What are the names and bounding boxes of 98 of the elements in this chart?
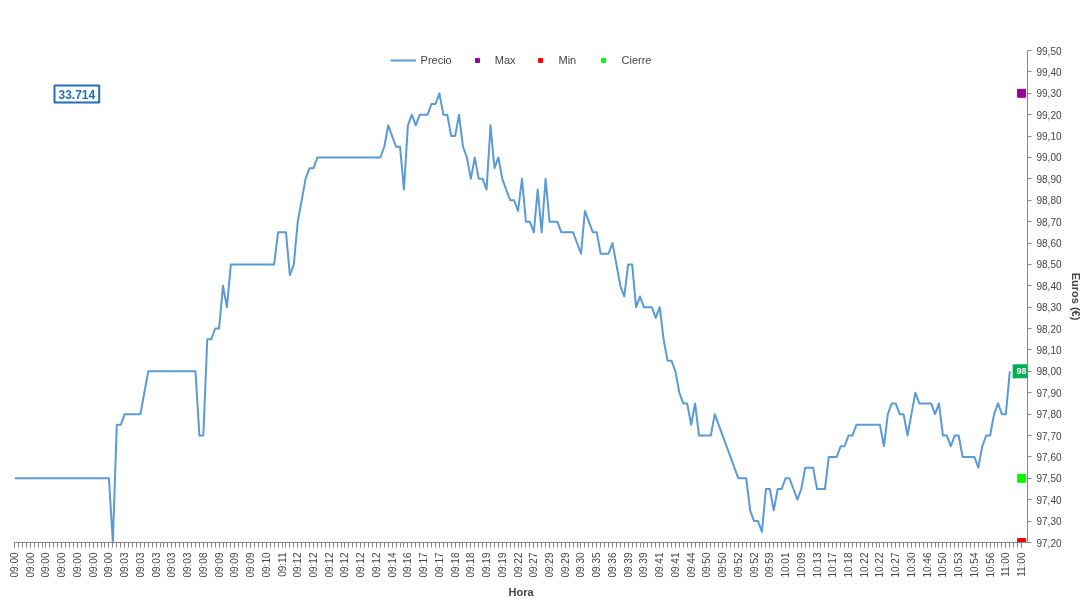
x-tick-label: 10:50 [937,552,949,578]
x-tick-label: 09:44 [685,552,697,578]
x-tick-label: 09:18 [465,552,477,578]
line-series [14,92,1011,543]
annotation: 33.714 [58,87,96,102]
y-tick-label: 97,90 [1036,387,1062,399]
y-tick-label: 99,00 [1036,152,1062,164]
y-tick-label: 98,20 [1036,323,1062,335]
y-tick-label: 98,90 [1036,173,1062,185]
x-tick-label: 09:00 [56,552,68,578]
x-tick-label: 09:14 [386,552,398,578]
y-tick-label: 98,00 [1036,366,1062,378]
y-tick-label: 97,30 [1036,516,1062,528]
x-tick-label: 09:00 [71,552,83,578]
x-tick-label: 09:39 [638,552,650,578]
x-tick-label: 09:00 [24,552,36,578]
x-tick-label: 09:52 [748,552,760,578]
x-tick-label: 10:54 [968,552,980,578]
x-tick-label: 09:03 [166,552,178,578]
x-tick-label: 09:50 [717,552,729,578]
x-tick-label: 11:00 [1000,552,1012,577]
x-tick-label: 10:09 [795,552,807,578]
x-tick-label: 09:17 [433,552,445,578]
x-tick-label: 10:30 [905,552,917,578]
x-tick-label: 09:35 [591,552,603,578]
x-tick-label: 09:30 [575,552,587,578]
x-tick-label: 10:27 [890,552,902,578]
x-tick-label: 09:19 [496,552,508,578]
x-tick-label: 09:00 [40,552,52,578]
x-tick-label: 09:03 [182,552,194,578]
x-tick-label: 09:00 [9,552,20,578]
x-tick-label: 10:22 [874,552,886,578]
x-tick-label: 09:19 [481,552,493,578]
x-tick-label: 10:46 [921,552,933,578]
x-tick-label: 10:56 [984,552,996,578]
x-tick-label: 10:22 [858,552,870,578]
x-tick-label: 09:29 [559,552,571,578]
x-tick-label: 09:52 [732,552,744,578]
x-tick-label: 09:03 [134,552,146,578]
y-tick-label: 98,30 [1036,302,1062,314]
x-tick-label: 09:59 [764,552,776,578]
x-tick-label: 09:12 [307,552,319,578]
y-tick-label: 99,50 [1036,45,1062,57]
y-tick-label: 99,20 [1036,109,1062,121]
y-tick-label: 98,50 [1036,259,1062,271]
y-tick-label: 97,50 [1036,473,1062,485]
y-tick-label: 97,40 [1036,494,1062,506]
x-tick-label: 10:01 [780,552,792,578]
legend-label: Precio [420,54,452,66]
y-tick-label: 97,20 [1036,537,1062,549]
x-axis-title: Hora [508,585,535,598]
x-tick-label: 09:12 [323,552,335,578]
y-tick-label: 97,60 [1036,451,1062,463]
x-tick-label: 11:00 [1016,552,1028,577]
y-tick-label: 97,80 [1036,409,1062,421]
y-axis-title: Euros (€) [1069,272,1082,321]
x-tick-label: 09:29 [544,552,556,578]
y-tick-label: 99,40 [1036,66,1062,78]
y-tick-label: 97,70 [1036,430,1062,442]
x-tick-label: 09:12 [355,552,367,578]
y-tick-label: 99,10 [1036,131,1062,143]
x-tick-label: 10:53 [953,552,965,578]
x-tick-label: 09:09 [213,552,225,578]
x-tick-label: 10:17 [827,552,839,578]
x-tick-label: 09:12 [292,552,304,578]
x-tick-label: 10:13 [811,552,823,578]
y-tick-label: 98,60 [1036,238,1062,250]
y-tick-label: 99,30 [1036,88,1062,100]
x-tick-label: 09:50 [701,552,713,578]
y-tick-label: 98,40 [1036,280,1062,292]
x-tick-label: 09:00 [103,552,115,578]
y-tick-label: 98,10 [1036,344,1062,356]
x-tick-label: 09:27 [528,552,540,578]
x-tick-label: 09:41 [654,552,666,578]
x-tick-label: 09:36 [606,552,618,578]
x-tick-label: 09:16 [402,552,414,578]
x-tick-label: 09:41 [669,552,681,578]
legend-label: Min [558,54,578,66]
x-tick-label: 09:12 [339,552,351,578]
x-tick-label: 09:03 [150,552,162,578]
x-tick-label: 09:22 [512,552,524,578]
x-tick-label: 09:18 [449,552,461,578]
x-tick-label: 09:03 [119,552,131,578]
x-tick-label: 09:10 [260,552,272,578]
x-tick-label: 09:09 [245,552,257,578]
x-tick-label: 09:09 [229,552,241,578]
x-tick-label: 09:17 [418,552,430,578]
x-tick-label: 09:12 [370,552,382,578]
x-tick-label: 09:08 [197,552,209,578]
y-tick-label: 98,80 [1036,195,1062,207]
y-tick-label: 98,70 [1036,216,1062,228]
x-tick-label: 09:00 [87,552,99,578]
annotation: 98 [1016,366,1027,377]
legend-label: Max [494,54,516,66]
legend-label: Cierre [621,54,652,66]
x-tick-label: 10:18 [843,552,854,578]
x-tick-label: 09:11 [276,552,288,577]
x-tick-label: 09:39 [622,552,634,578]
